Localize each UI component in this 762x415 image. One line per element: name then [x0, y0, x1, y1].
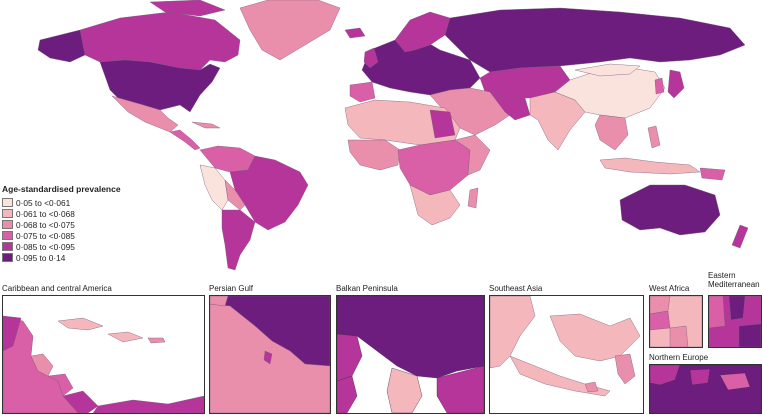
legend-label: 0·05 to <0·061 — [16, 197, 71, 208]
inset-label-northern-europe: Northern Europe — [649, 353, 709, 362]
legend-item: 0·085 to <0·095 — [2, 241, 162, 252]
inset-label-southeast-asia: Southeast Asia — [489, 284, 543, 293]
region-philippines — [647, 125, 661, 149]
legend-swatch — [2, 198, 13, 207]
inset-label-persian-gulf: Persian Gulf — [209, 284, 254, 293]
region-arctic-islands — [149, 0, 226, 17]
legend-swatch — [2, 253, 13, 262]
legend-swatch — [2, 220, 13, 229]
region-new-zealand — [731, 224, 749, 249]
inset-map-eastern-med — [708, 295, 762, 348]
region-japan — [667, 69, 685, 99]
region-mexico — [111, 95, 179, 133]
legend-item: 0·068 to <0·075 — [2, 219, 162, 230]
region-australia — [619, 184, 721, 236]
region-uk — [363, 47, 379, 69]
legend-title: Age-standardised prevalence — [2, 184, 121, 194]
region-iceland — [344, 27, 366, 39]
inset-label-eastern-med: Eastern Mediterranean — [708, 271, 760, 289]
map-legend: Age-standardised prevalence 0·05 to <0·0… — [2, 184, 162, 263]
inset-label-balkan: Balkan Peninsula — [336, 284, 398, 293]
legend-label: 0·075 to <0·085 — [16, 230, 75, 241]
inset-map-southeast-asia — [489, 295, 644, 414]
region-bolivia — [224, 179, 246, 211]
legend-swatch — [2, 209, 13, 218]
inset-label-west-africa: West Africa — [649, 284, 690, 293]
region-peru — [199, 164, 229, 211]
inset-map-balkan — [336, 295, 485, 414]
legend-label: 0·095 to 0·14 — [16, 252, 66, 263]
region-caribbean — [191, 121, 221, 129]
world-choropleth-map — [37, 0, 749, 271]
region-indonesia — [599, 157, 701, 175]
region-egypt — [429, 109, 456, 139]
inset-map-west-africa — [649, 295, 703, 348]
region-russia — [444, 7, 746, 73]
legend-swatch — [2, 231, 13, 240]
region-mongolia — [574, 63, 641, 77]
region-east-africa — [454, 134, 491, 176]
legend-label: 0·068 to <0·075 — [16, 219, 75, 230]
region-central-africa — [397, 139, 471, 196]
region-canada — [79, 11, 241, 71]
region-papua — [699, 167, 726, 181]
region-argentina — [221, 209, 256, 271]
region-madagascar — [467, 187, 479, 209]
inset-map-caribbean — [2, 295, 205, 414]
legend-label: 0·085 to <0·095 — [16, 241, 75, 252]
region-alaska — [37, 29, 86, 63]
legend-item: 0·075 to <0·085 — [2, 230, 162, 241]
region-greenland — [239, 0, 341, 61]
region-iberia — [349, 81, 376, 103]
legend-swatch — [2, 242, 13, 251]
region-scandinavia — [394, 11, 451, 53]
region-southern-africa — [409, 184, 461, 226]
inset-map-northern-europe — [649, 364, 762, 414]
legend-item: 0·061 to <0·068 — [2, 208, 162, 219]
region-southeast-asia — [594, 114, 629, 151]
inset-label-caribbean: Caribbean and central America — [2, 284, 112, 293]
region-korea — [654, 77, 665, 95]
legend-label: 0·061 to <0·068 — [16, 208, 75, 219]
legend-item: 0·05 to <0·061 — [2, 197, 162, 208]
region-west-africa — [347, 139, 401, 171]
region-central-america — [169, 129, 201, 151]
inset-map-persian-gulf — [209, 295, 331, 414]
legend-item: 0·095 to 0·14 — [2, 252, 162, 263]
